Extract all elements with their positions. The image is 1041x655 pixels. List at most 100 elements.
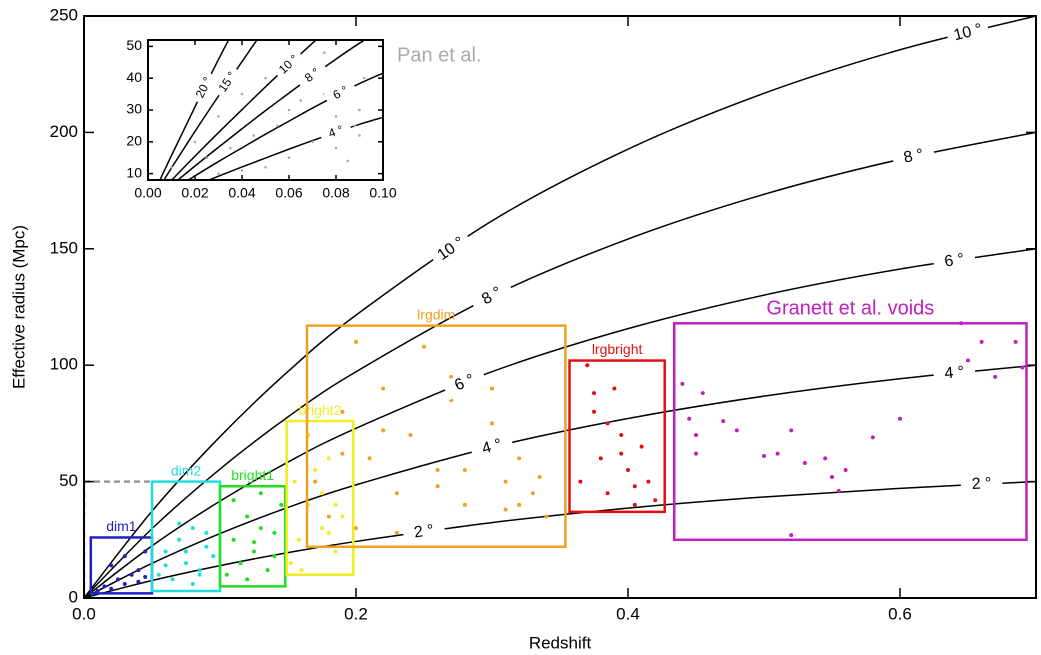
data-point (265, 568, 270, 573)
curve-label-group: 6 ° (932, 248, 977, 274)
curve-label: 8 ° (902, 146, 925, 167)
data-point (632, 484, 637, 489)
angle-curve (176, 40, 367, 180)
region-label: Granett et al. voids (766, 298, 934, 320)
data-point (279, 502, 284, 507)
curve-label-group: 4 ° (932, 361, 977, 385)
curve-label-group: 4 ° (469, 432, 515, 462)
data-point (517, 502, 522, 507)
curve-label-group: 8 ° (891, 143, 936, 171)
data-point (734, 428, 739, 433)
curve-label-bg (191, 70, 218, 106)
data-point (136, 579, 141, 584)
region-box (568, 359, 666, 514)
angle-curve (159, 40, 230, 180)
data-point (823, 456, 828, 461)
data-point (122, 582, 127, 587)
data-point (217, 172, 220, 175)
data-point (802, 460, 807, 465)
data-point (258, 526, 263, 531)
x-tick-label: 0.04 (228, 185, 255, 201)
data-point (238, 561, 243, 566)
data-point (340, 409, 345, 414)
x-tick-label: 0.10 (369, 185, 396, 201)
data-point (394, 530, 399, 535)
y-tick-label: 100 (50, 355, 78, 374)
data-point (381, 428, 386, 433)
data-point (394, 491, 399, 496)
dashed-box (84, 480, 152, 598)
curve-label-group: 4 ° (318, 120, 354, 145)
curve-label: 4 ° (944, 364, 965, 383)
curve-label-group: 8 ° (469, 277, 515, 315)
data-point (503, 479, 508, 484)
region-label: bright2 (299, 402, 342, 418)
region-box (672, 322, 1028, 542)
data-point (639, 444, 644, 449)
data-point (530, 491, 535, 496)
data-point (381, 386, 386, 391)
x-tick-label: 0.2 (344, 604, 368, 623)
data-point (313, 479, 318, 484)
angle-curve (84, 364, 1036, 598)
data-point (288, 561, 293, 566)
data-point (632, 502, 637, 507)
curve-label-group: 6 ° (323, 79, 358, 107)
data-point (435, 484, 440, 489)
data-point (687, 416, 692, 421)
data-point (287, 108, 291, 112)
data-point (156, 572, 161, 577)
data-point (362, 76, 366, 80)
data-point (333, 502, 338, 507)
curve-label-bg (469, 432, 515, 462)
data-point (462, 467, 467, 472)
data-point (264, 76, 267, 80)
data-point (184, 561, 188, 566)
angle-curve (84, 131, 1036, 598)
data-point (537, 474, 542, 479)
data-point (245, 514, 250, 519)
y-tick-label: 250 (50, 5, 78, 24)
data-point (898, 416, 902, 421)
data-point (211, 554, 216, 559)
curve-label-bg (945, 18, 991, 48)
data-point (605, 491, 610, 496)
x-axis-label: Redshift (529, 633, 592, 652)
data-point (136, 568, 141, 573)
data-point (245, 577, 250, 582)
data-point (334, 146, 338, 150)
data-point (993, 374, 998, 379)
data-point (544, 514, 549, 519)
data-point (177, 537, 182, 542)
data-point (190, 582, 195, 587)
curve-label-group: 10 ° (428, 229, 474, 269)
data-point (224, 572, 229, 577)
data-point (205, 156, 209, 160)
curve-label-bg (295, 60, 330, 91)
curve-label-group: 10 ° (945, 18, 991, 48)
y-tick-label: 50 (126, 37, 142, 53)
y-tick-label: 30 (126, 101, 142, 117)
data-point (143, 549, 148, 554)
data-point (299, 99, 303, 102)
data-point (354, 339, 358, 344)
data-point (340, 514, 345, 519)
y-tick-label: 200 (50, 122, 78, 141)
x-tick-label: 0.02 (181, 185, 208, 201)
data-point (228, 146, 232, 150)
data-point (435, 467, 440, 472)
data-point (299, 568, 304, 573)
data-point (367, 456, 372, 461)
data-point (592, 391, 596, 396)
data-point (612, 386, 617, 391)
curve-label-bg (318, 120, 354, 145)
curve-label-bg (932, 361, 977, 385)
curve-label-bg (213, 65, 243, 100)
data-point (122, 554, 127, 559)
data-point (422, 344, 426, 349)
data-point (789, 533, 794, 538)
data-point (354, 526, 358, 531)
x-tick-label: 0.08 (322, 185, 349, 201)
curve-label: 2 ° (971, 475, 992, 493)
